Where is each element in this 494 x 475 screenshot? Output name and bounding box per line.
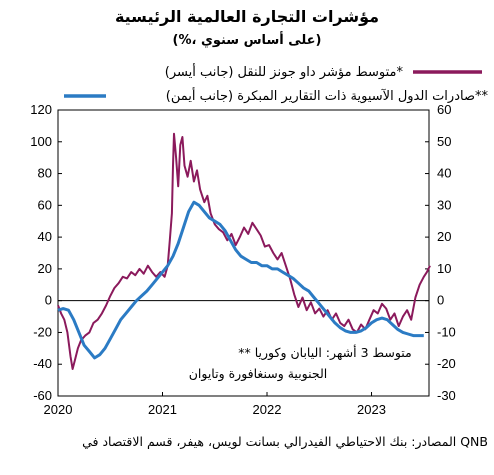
legend: متوسط مؤشر داو جونز للنقل (جانب أيسر)* ص… [64,63,489,104]
right-tick-label: 30 [437,197,451,212]
annotation-line-2: الجنوبية وسنغافورة وتايوان [189,366,328,382]
left-tick-label: 20 [38,261,52,276]
right-tick-label: -20 [437,356,456,371]
right-tick-label: 40 [437,166,451,181]
left-tick-label: 0 [45,293,52,308]
legend-label-dow-jones: متوسط مؤشر داو جونز للنقل (جانب أيسر)* [165,63,404,80]
left-tick-label: -20 [33,324,52,339]
plot-area-frame [57,109,430,397]
right-tick-label: 50 [437,134,451,149]
chart-title: مؤشرات التجارة العالمية الرئيسية [115,7,379,26]
right-axis-ticks: 60 50 40 30 20 10 0 -10 -20 -30 [425,102,456,403]
x-axis-ticks: 2020 2021 2022 2023 [44,392,386,417]
left-tick-label: -60 [33,388,52,403]
left-tick-label: 60 [38,197,52,212]
x-tick-label: 2022 [253,402,282,417]
source-note: المصادر: بنك الاحتياطي الفيدرالي بسانت ل… [82,434,488,450]
annotation-line-1: ** متوسط 3 أشهر: اليابان وكوريا [238,344,412,361]
right-tick-label: -30 [437,388,456,403]
left-tick-label: 120 [30,102,52,117]
x-tick-label: 2023 [357,402,386,417]
right-tick-label: 10 [437,261,451,276]
right-tick-label: 20 [437,229,451,244]
x-tick-label: 2021 [148,402,177,417]
x-tick-label: 2020 [44,402,73,417]
left-tick-label: 100 [30,134,52,149]
left-tick-label: 80 [38,166,52,181]
left-tick-label: 40 [38,229,52,244]
series-line-dow-jones [57,132,431,370]
right-tick-label: 60 [437,102,451,117]
right-tick-label: 0 [437,293,444,308]
right-tick-label: -10 [437,324,456,339]
chart-subtitle: (%، على أساس سنوي) [173,31,322,48]
legend-label-asian-exports: صادرات الدول الآسيوية ذات التقارير المبك… [166,87,489,104]
left-axis-ticks: 120 100 80 60 40 20 0 -20 -40 -60 [30,102,62,403]
left-tick-label: -40 [33,356,52,371]
series-line-asian-exports [57,200,424,360]
